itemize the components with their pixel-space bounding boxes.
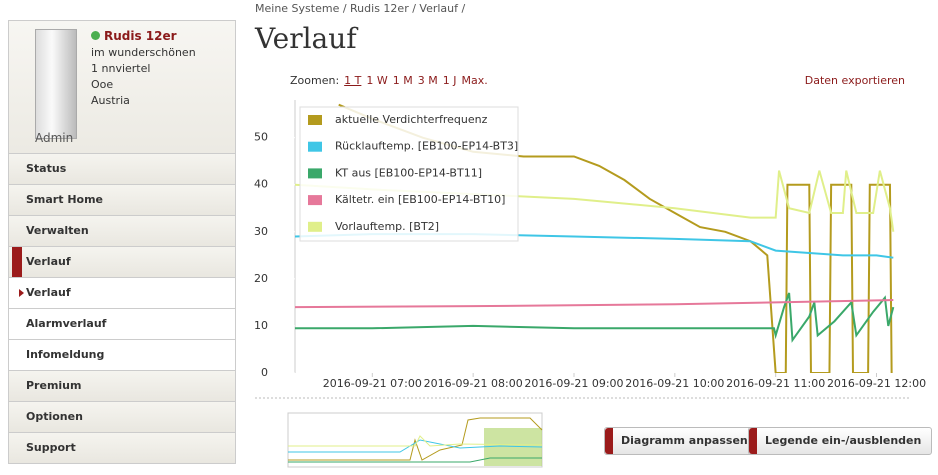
menu-item[interactable]: Verlauf <box>8 278 236 309</box>
legend-label: Kältetr. ein [EB100-EP14-BT10] <box>335 193 505 206</box>
x-tick-label: 2016-09-21 10:00 <box>625 377 724 390</box>
series-line <box>295 170 895 232</box>
page-title: Verlauf <box>255 22 357 55</box>
legend-swatch <box>308 221 322 232</box>
x-tick-label: 2016-09-21 12:00 <box>827 377 926 390</box>
system-name: Rudis 12er <box>91 29 177 43</box>
address-line: Ooe <box>91 78 114 91</box>
x-tick-label: 2016-09-21 11:00 <box>726 377 825 390</box>
legend-swatch <box>308 141 322 152</box>
series-line <box>295 299 894 309</box>
address-line: im wunderschönen <box>91 46 196 59</box>
legend-label: aktuelle Verdichterfrequenz <box>335 113 488 126</box>
menu-item[interactable]: Verwalten <box>8 216 236 247</box>
legend-swatch <box>308 195 322 206</box>
legend-swatch <box>308 115 322 125</box>
menu-item[interactable]: Smart Home <box>8 185 236 216</box>
y-tick-label: 10 <box>254 319 268 332</box>
legend-label: Rücklauftemp. [EB100-EP14-BT3] <box>335 140 518 153</box>
y-tick-label: 0 <box>261 366 268 379</box>
zoom-link[interactable]: 1 M <box>392 74 413 87</box>
menu-item[interactable]: Alarmverlauf <box>8 309 236 340</box>
role: Admin <box>35 131 74 145</box>
sidebar: Rudis 12er im wunderschönen 1 nnviertel … <box>8 20 236 464</box>
x-tick-label: 2016-09-21 08:00 <box>424 377 523 390</box>
y-tick-label: 20 <box>254 272 268 285</box>
system-card: Rudis 12er im wunderschönen 1 nnviertel … <box>8 20 236 154</box>
zoom: Zoomen: 1 T 1 W 1 M 3 M 1 J Max. <box>290 74 488 87</box>
menu-item[interactable]: Premium <box>8 371 236 402</box>
address-line: Austria <box>91 94 130 107</box>
legend: aktuelle Verdichterfrequenz Rücklauftemp.… <box>299 106 519 242</box>
legend-swatch <box>308 168 322 179</box>
menu-item[interactable]: Infomeldung <box>8 340 236 371</box>
menu-item[interactable]: Status <box>8 154 236 185</box>
legend-label: Vorlauftemp. [BT2] <box>335 220 439 233</box>
device-image <box>35 29 77 139</box>
menu-item[interactable]: Verlauf <box>8 247 236 278</box>
menu-item[interactable]: Optionen <box>8 402 236 433</box>
address-line: 1 nnviertel <box>91 62 151 75</box>
zoom-link[interactable]: 1 T <box>344 74 362 87</box>
button[interactable]: Diagramm anpassen <box>604 427 759 455</box>
zoom-link[interactable]: 3 M <box>417 74 438 87</box>
breadcrumb: Meine Systeme / Rudis 12er / Verlauf / <box>255 2 466 15</box>
zoom-link[interactable]: 1 W <box>366 74 388 87</box>
address: im wunderschönen 1 nnviertel Ooe Austria <box>91 45 196 109</box>
y-tick-label: 50 <box>254 131 268 144</box>
export-link[interactable]: Daten exportieren <box>804 74 905 87</box>
zoom-link[interactable]: 1 J <box>442 74 457 87</box>
x-tick-label: 2016-09-21 07:00 <box>323 377 422 390</box>
y-tick-label: 40 <box>254 178 268 191</box>
zoom-label: Zoomen: <box>290 74 340 87</box>
x-tick-label: 2016-09-21 09:00 <box>524 377 623 390</box>
menu-item[interactable]: Support <box>8 433 236 464</box>
zoom-link[interactable]: Max. <box>461 74 488 87</box>
legend-label: KT aus [EB100-EP14-BT11] <box>335 166 482 179</box>
button[interactable]: Legende ein-/ausblenden <box>748 427 933 455</box>
y-tick-label: 30 <box>254 225 268 238</box>
series-line <box>295 292 895 343</box>
navigator <box>287 412 543 468</box>
